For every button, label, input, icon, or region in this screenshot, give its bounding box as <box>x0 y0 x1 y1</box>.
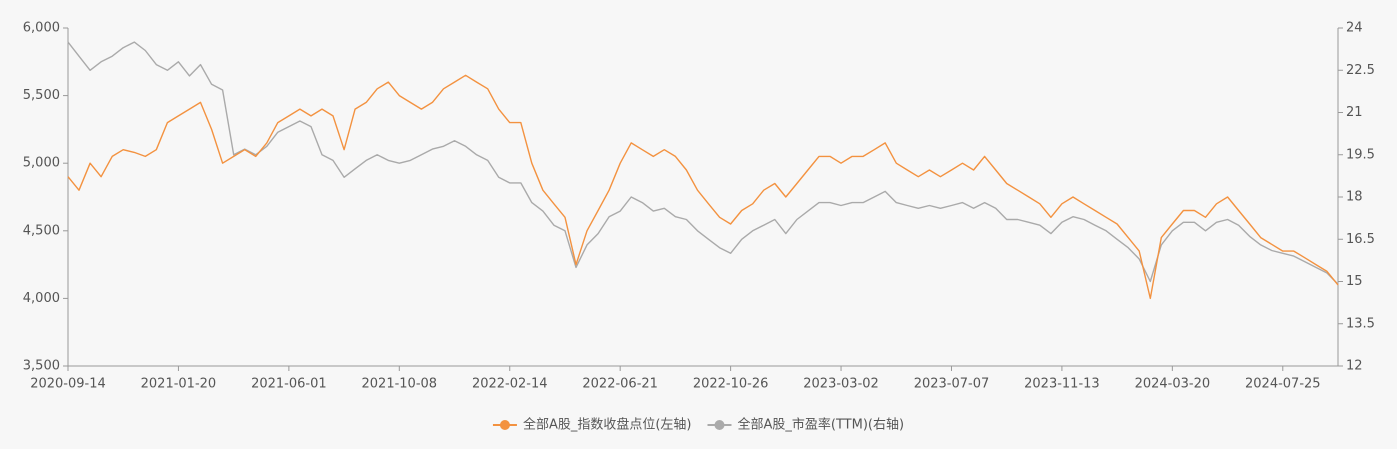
y-tick-label: 3,500 <box>23 359 60 374</box>
x-tick-label: 2023-11-13 <box>1024 377 1100 392</box>
x-tick-label: 2024-03-20 <box>1135 377 1211 392</box>
legend-marker <box>714 420 725 430</box>
y2-tick-label: 19.5 <box>1346 147 1375 162</box>
x-tick-label: 2021-06-01 <box>251 377 327 392</box>
y2-tick-label: 21 <box>1346 105 1363 120</box>
y2-tick-label: 18 <box>1346 190 1363 205</box>
x-tick-label: 2022-06-21 <box>582 377 658 392</box>
x-tick-label: 2020-09-14 <box>30 377 106 392</box>
x-tick-label: 2023-07-07 <box>914 377 990 392</box>
legend: 全部A股_指数收盘点位(左轴) 全部A股_市盈率(TTM)(右轴) <box>492 417 904 433</box>
series-line <box>67 41 1339 285</box>
y2-tick-label: 12 <box>1346 359 1363 374</box>
x-tick-label: 2022-10-26 <box>693 377 769 392</box>
y2-tick-label: 16.5 <box>1346 232 1375 247</box>
x-tick-label: 2021-10-08 <box>362 377 438 392</box>
x-tick-label: 2023-03-02 <box>803 377 879 392</box>
y2-tick-label: 15 <box>1346 274 1363 289</box>
x-tick-label: 2024-07-25 <box>1245 377 1321 392</box>
y2-tick-label: 13.5 <box>1346 316 1375 331</box>
x-tick-label: 2021-01-20 <box>141 377 217 392</box>
x-tick-label: 2022-02-14 <box>472 377 548 392</box>
legend-label: 全部A股_指数收盘点位(左轴) <box>523 417 692 433</box>
legend-marker <box>499 420 510 430</box>
y2-tick-label: 24 <box>1346 21 1363 36</box>
y-tick-label: 5,500 <box>23 88 60 103</box>
y-tick-label: 4,500 <box>23 223 60 238</box>
y-tick-label: 5,000 <box>23 156 60 171</box>
legend-label: 全部A股_市盈率(TTM)(右轴) <box>737 417 904 433</box>
y-tick-label: 4,000 <box>23 291 60 306</box>
series-line <box>67 74 1339 300</box>
y2-tick-label: 22.5 <box>1346 63 1375 78</box>
y-tick-label: 6,000 <box>23 21 60 36</box>
